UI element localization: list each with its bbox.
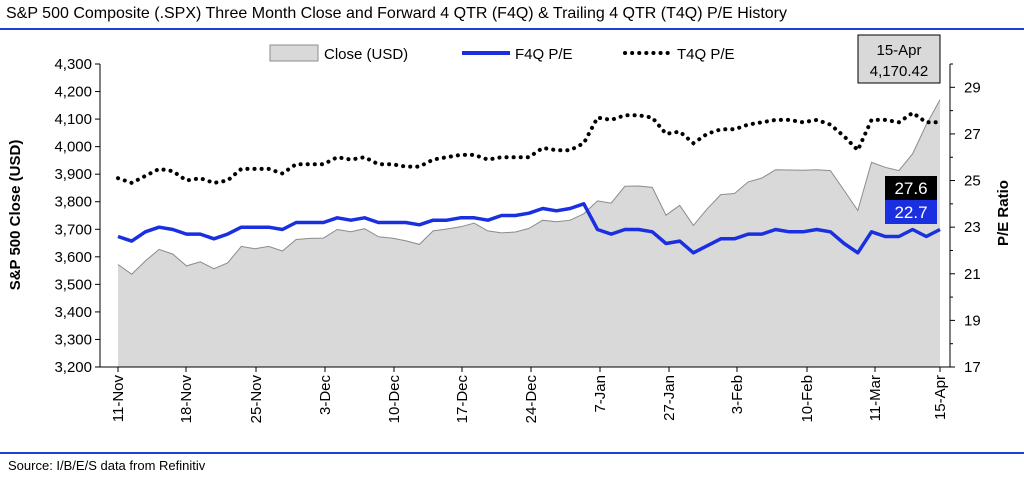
x-tick-label: 3-Feb	[729, 375, 746, 414]
f4q-badge-value: 22.7	[894, 203, 927, 222]
t4q-badge-value: 27.6	[894, 179, 927, 198]
f4q-badge-bg	[885, 200, 937, 224]
axes-layer	[95, 63, 955, 372]
x-tick-label: 3-Dec	[317, 375, 334, 416]
x-tick-label: 25-Nov	[248, 375, 265, 424]
y-tick-label: 3,500	[54, 276, 92, 293]
y2-tick-label: 21	[964, 266, 981, 283]
labels-layer: 3,200 3,300 3,400 3,500 3,600 3,700 3,800 3,900…	[7, 56, 1012, 423]
close-area	[118, 99, 940, 368]
x-tick-label: 27-Jan	[661, 375, 678, 421]
y-tick-label: 4,300	[54, 56, 92, 73]
y2-tick-label: 17	[964, 359, 981, 376]
y-axis-title: S&P 500 Close (USD)	[7, 140, 24, 291]
t4q-badge-bg	[885, 176, 937, 200]
chart-title: S&P 500 Composite (.SPX) Three Month Clo…	[6, 5, 787, 22]
bottom-rule	[0, 452, 1024, 454]
y-tick-label: 3,700	[54, 221, 92, 238]
y-tick-label: 3,400	[54, 304, 92, 321]
y-tick-label: 3,600	[54, 249, 92, 266]
y-tick-label: 4,100	[54, 111, 92, 128]
close-area-layer	[117, 99, 941, 368]
y-tick-label: 3,800	[54, 194, 92, 211]
f4q-badge: 22.7	[885, 200, 937, 224]
top-rule	[0, 28, 1024, 30]
legend: Close (USD) F4Q P/E T4Q P/E	[269, 44, 735, 63]
legend-label-close: Close (USD)	[324, 46, 408, 63]
y2-tick-label: 27	[964, 126, 981, 143]
callout-box	[857, 34, 941, 84]
source-note: Source: I/B/E/S data from Refinitiv	[8, 458, 206, 473]
x-tick-label: 10-Dec	[386, 375, 403, 424]
x-tick-label: 11-Mar	[867, 375, 884, 421]
y-tick-label: 3,900	[54, 166, 92, 183]
legend-label-t4q: T4Q P/E	[677, 46, 735, 63]
chart-area: 3,200 3,300 3,400 3,500 3,600 3,700 3,800 3,900…	[7, 34, 1012, 423]
y2-tick-label: 29	[964, 79, 981, 96]
legend-label-f4q: F4Q P/E	[515, 46, 573, 63]
t4q-pe-line	[116, 110, 942, 186]
t4q-badge: 27.6	[885, 176, 937, 200]
y-tick-label: 4,200	[54, 84, 92, 101]
legend-swatch-close	[269, 44, 319, 62]
last-close-callout: 15-Apr 4,170.42	[857, 34, 941, 84]
y-tick-label: 3,200	[54, 359, 92, 376]
f4q-pe-line	[117, 202, 941, 255]
y2-tick-label: 25	[964, 173, 981, 190]
y2-tick-label: 23	[964, 219, 981, 236]
x-tick-label: 11-Nov	[110, 375, 127, 423]
callout-value: 4,170.42	[870, 63, 928, 80]
y-tick-label: 3,300	[54, 331, 92, 348]
close-area-edge	[117, 99, 941, 275]
x-tick-label: 18-Nov	[178, 375, 195, 424]
pe-lines-layer	[116, 110, 942, 255]
y2-axis-title: P/E Ratio	[995, 180, 1012, 246]
callout-date: 15-Apr	[876, 42, 921, 59]
y2-tick-label: 19	[964, 312, 981, 329]
x-tick-label: 7-Jan	[592, 375, 609, 413]
y-tick-label: 4,000	[54, 139, 92, 156]
x-tick-label: 10-Feb	[799, 375, 816, 423]
x-tick-label: 17-Dec	[454, 375, 471, 424]
x-tick-label: 24-Dec	[523, 375, 540, 424]
x-tick-label: 15-Apr	[932, 375, 949, 420]
